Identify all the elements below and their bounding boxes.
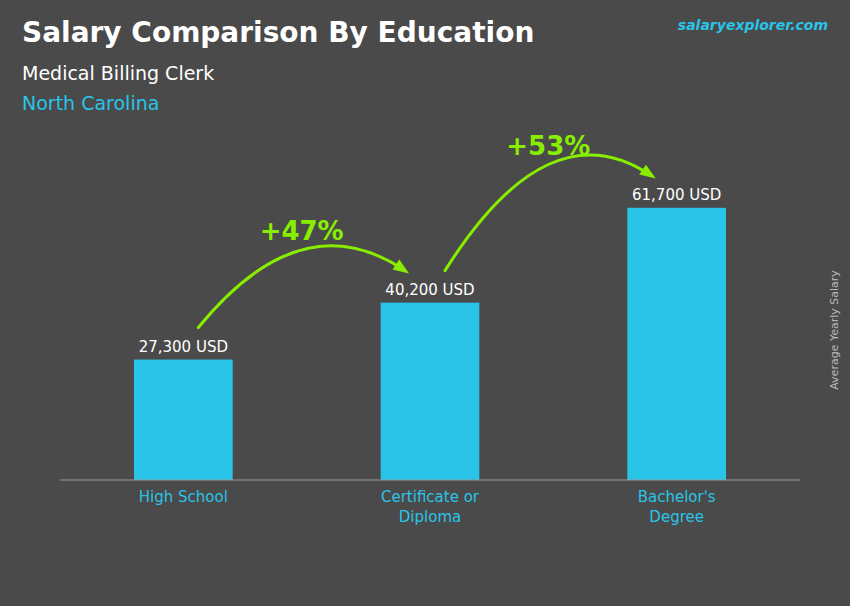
data-label: 27,300 USD bbox=[139, 338, 228, 356]
arrow-head bbox=[393, 260, 410, 274]
percent-label: +53% bbox=[506, 131, 590, 161]
data-label: 40,200 USD bbox=[385, 281, 474, 299]
arrow-head bbox=[639, 165, 656, 179]
baseline bbox=[60, 480, 800, 481]
bar bbox=[627, 208, 726, 480]
source-note: salaryexplorer.com bbox=[678, 17, 828, 33]
chart: Salary Comparison By Education Medical Bi… bbox=[0, 0, 850, 606]
y-axis-label: Average Yearly Salary bbox=[828, 270, 841, 390]
title: Salary Comparison By Education bbox=[22, 16, 534, 49]
bars bbox=[134, 208, 726, 480]
data-label: 61,700 USD bbox=[632, 186, 721, 204]
growth-arrow bbox=[198, 246, 409, 328]
bar bbox=[381, 303, 480, 480]
category-label: High School bbox=[139, 488, 228, 506]
category-label: Certificate orDiploma bbox=[381, 488, 480, 526]
percent-label: +47% bbox=[260, 216, 344, 246]
subtitle: North Carolina bbox=[22, 92, 159, 114]
subtitle: Medical Billing Clerk bbox=[22, 62, 214, 84]
arrow-arc bbox=[198, 246, 405, 328]
category-label: Bachelor'sDegree bbox=[638, 488, 716, 526]
arrow-arc bbox=[445, 155, 652, 271]
growth-arrow bbox=[445, 155, 656, 271]
bar bbox=[134, 360, 233, 480]
background bbox=[0, 0, 850, 606]
